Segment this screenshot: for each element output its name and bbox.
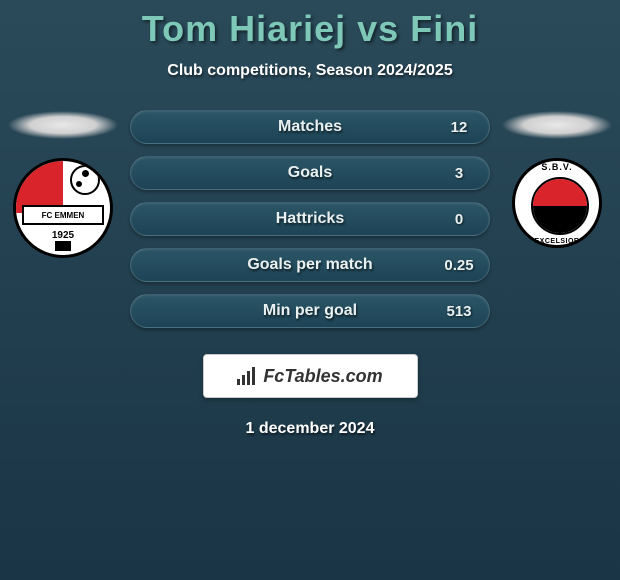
right-club-badge: S.B.V. EXCELSIOR xyxy=(512,158,602,248)
excelsior-black-half xyxy=(533,206,587,233)
stat-right-value: 0.25 xyxy=(429,257,489,274)
page-title: Tom Hiariej vs Fini xyxy=(0,8,620,50)
stat-label: Matches xyxy=(191,118,429,136)
stat-right-value: 12 xyxy=(429,119,489,136)
stat-row-goals: Goals 3 xyxy=(130,156,490,190)
emmen-year: 1925 xyxy=(16,230,110,241)
left-club-badge: FC EMMEN 1925 xyxy=(13,158,113,258)
emmen-banner: FC EMMEN xyxy=(22,205,104,225)
main-row: FC EMMEN 1925 Matches 12 Goals 3 Hattric… xyxy=(0,110,620,340)
brand-text: FcTables.com xyxy=(237,366,382,387)
brand-box: FcTables.com xyxy=(203,354,418,398)
right-player-silhouette xyxy=(502,110,612,140)
stat-row-hattricks: Hattricks 0 xyxy=(130,202,490,236)
emmen-shield: FC EMMEN 1925 xyxy=(13,158,113,258)
date-line: 1 december 2024 xyxy=(0,420,620,438)
bars-icon xyxy=(237,367,257,385)
stat-label: Min per goal xyxy=(191,302,429,320)
stat-right-value: 513 xyxy=(429,303,489,320)
excelsior-bottom-text: EXCELSIOR xyxy=(515,238,599,245)
subtitle: Club competitions, Season 2024/2025 xyxy=(0,62,620,80)
stat-right-value: 0 xyxy=(429,211,489,228)
football-icon xyxy=(70,165,100,195)
stat-row-matches: Matches 12 xyxy=(130,110,490,144)
excelsior-shield: S.B.V. EXCELSIOR xyxy=(512,158,602,248)
left-side: FC EMMEN 1925 xyxy=(8,110,118,258)
stat-label: Goals per match xyxy=(191,256,429,274)
excelsior-top-text: S.B.V. xyxy=(515,162,599,172)
stat-label: Goals xyxy=(191,164,429,182)
brand-label: FcTables.com xyxy=(263,366,382,387)
excelsior-inner xyxy=(531,177,589,235)
left-player-silhouette xyxy=(8,110,118,140)
right-side: S.B.V. EXCELSIOR xyxy=(502,110,612,248)
stat-label: Hattricks xyxy=(191,210,429,228)
castle-icon xyxy=(55,241,71,251)
stat-right-value: 3 xyxy=(429,165,489,182)
excelsior-red-half xyxy=(533,179,587,206)
infographic-root: Tom Hiariej vs Fini Club competitions, S… xyxy=(0,0,620,438)
stat-row-goals-per-match: Goals per match 0.25 xyxy=(130,248,490,282)
stats-column: Matches 12 Goals 3 Hattricks 0 Goals per… xyxy=(118,110,502,340)
stat-row-min-per-goal: Min per goal 513 xyxy=(130,294,490,328)
